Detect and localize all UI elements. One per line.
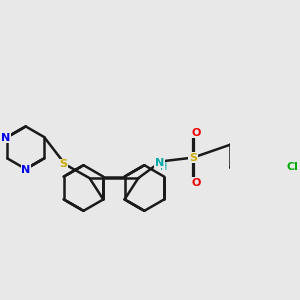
Text: H: H <box>160 163 168 172</box>
Text: N: N <box>1 133 10 143</box>
Text: O: O <box>191 128 201 137</box>
Text: N: N <box>21 165 30 175</box>
Text: Cl: Cl <box>287 163 298 172</box>
Text: N: N <box>155 158 164 168</box>
Text: S: S <box>189 153 197 163</box>
Text: O: O <box>191 178 201 188</box>
Text: S: S <box>60 159 68 170</box>
